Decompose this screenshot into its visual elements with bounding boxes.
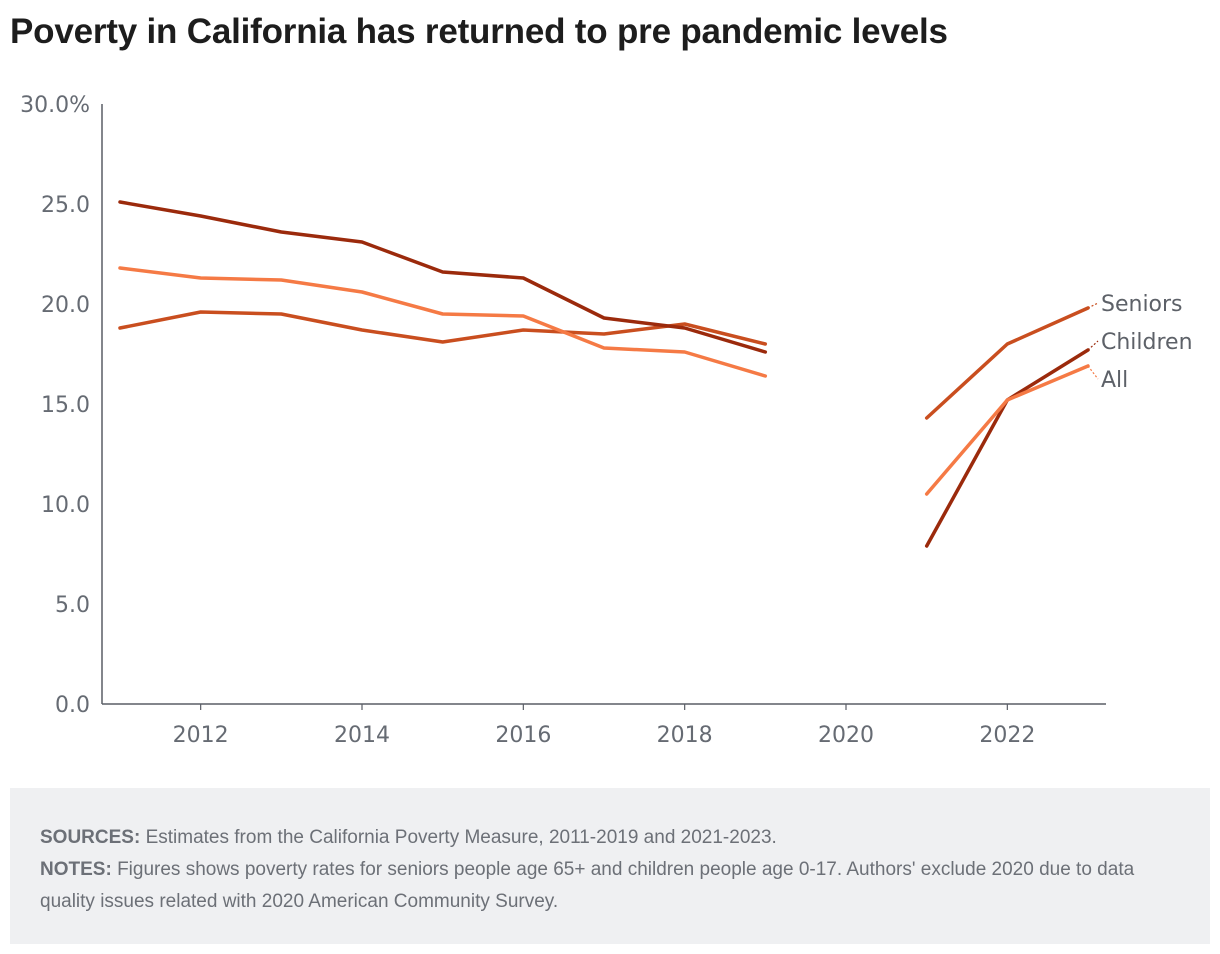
y-tick-label: 0.0 (55, 693, 90, 718)
series-lines (118, 200, 1090, 548)
sources-text: Estimates from the California Poverty Me… (145, 827, 777, 848)
x-tick-label: 2022 (979, 723, 1035, 748)
series-line-all (924, 364, 1090, 496)
series-line-children (118, 200, 768, 354)
series-line-children (924, 348, 1090, 548)
y-tick-label: 15.0 (41, 393, 90, 418)
y-tick-label: 30.0% (20, 93, 90, 118)
label-leader-children (1087, 340, 1099, 351)
notes-line: NOTES: Figures shows poverty rates for s… (40, 854, 1180, 918)
x-tick-label: 2020 (818, 723, 874, 748)
x-axis: 2012 2014 2016 2018 2020 2022 (102, 703, 1106, 748)
y-tick-label: 20.0 (41, 293, 90, 318)
line-chart: 0.0 5.0 10.0 15.0 20.0 25.0 30.0% 2012 2014 2016… (20, 93, 1193, 748)
series-line-seniors (118, 310, 768, 346)
notes-label: NOTES: (40, 859, 112, 880)
chart-title: Poverty in California has returned to pr… (10, 12, 948, 51)
y-tick-label: 25.0 (41, 193, 90, 218)
y-axis: 0.0 5.0 10.0 15.0 20.0 25.0 30.0% (20, 93, 103, 718)
series-label-seniors: Seniors (1101, 292, 1183, 317)
x-tick-label: 2016 (495, 723, 551, 748)
label-leader-seniors (1087, 302, 1099, 309)
series-line-all (118, 266, 768, 378)
series-line-seniors (924, 306, 1090, 420)
label-leader-all (1087, 365, 1099, 380)
series-labels: Seniors Children All (1087, 292, 1193, 393)
x-tick-label: 2018 (657, 723, 713, 748)
sources-label: SOURCES: (40, 827, 141, 848)
y-tick-label: 10.0 (41, 493, 90, 518)
y-tick-label: 5.0 (55, 593, 90, 618)
series-label-all: All (1101, 368, 1128, 393)
notes-box: SOURCES: Estimates from the California P… (10, 788, 1210, 944)
series-label-children: Children (1101, 330, 1193, 355)
x-tick-label: 2014 (334, 723, 390, 748)
sources-line: SOURCES: Estimates from the California P… (40, 822, 1180, 854)
x-tick-label: 2012 (173, 723, 229, 748)
notes-text: Figures shows poverty rates for seniors … (40, 859, 1135, 912)
